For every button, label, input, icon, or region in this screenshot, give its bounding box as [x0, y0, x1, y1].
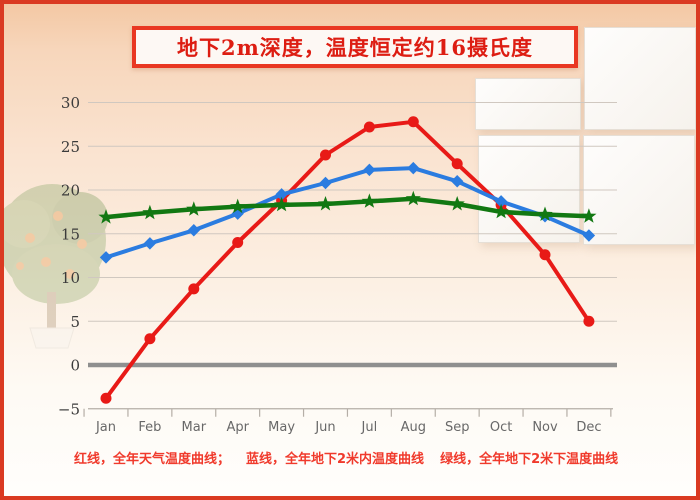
y-axis-label: 10 — [61, 269, 80, 287]
marker-diamond — [99, 251, 113, 264]
legend-item-red: 红线，全年天气温度曲线； — [74, 452, 231, 467]
y-axis-label: 25 — [61, 138, 80, 156]
marker-star — [493, 203, 509, 219]
x-axis-label: Jun — [314, 420, 335, 435]
series-line-red — [104, 119, 591, 401]
y-axis-label: −5 — [58, 400, 80, 418]
marker-diamond — [319, 176, 332, 190]
x-axis-label: Dec — [576, 420, 601, 435]
marker-star — [142, 204, 158, 220]
marker-diamond — [407, 161, 420, 175]
marker-diamond — [143, 237, 157, 250]
marker-star — [98, 209, 114, 224]
x-axis-label: Aug — [401, 420, 426, 435]
y-axis-label: 15 — [61, 225, 80, 243]
x-axis-label: May — [268, 420, 295, 435]
marker-diamond — [187, 224, 200, 237]
marker-circle — [539, 249, 551, 261]
x-axis-label: Oct — [490, 420, 512, 435]
series-line-green — [103, 196, 592, 220]
marker-diamond — [451, 175, 464, 188]
marker-circle — [188, 283, 200, 295]
marker-circle — [363, 121, 375, 133]
legend-item-green: 绿线，全年地下2米下温度曲线 — [440, 452, 619, 467]
photo-frame — [475, 78, 581, 130]
series-line-blue — [104, 166, 591, 260]
marker-circle — [100, 392, 112, 404]
marker-star — [230, 198, 246, 214]
x-axis-label: Feb — [138, 420, 161, 435]
page-title: 地下2m深度，温度恒定约16摄氏度 — [176, 35, 534, 60]
marker-circle — [583, 315, 595, 327]
x-axis-label: Mar — [182, 420, 207, 435]
marker-star — [449, 196, 465, 211]
marker-star — [537, 206, 553, 221]
y-axis-label: 30 — [61, 94, 80, 112]
x-axis-label: Jul — [361, 420, 378, 435]
marker-star — [274, 196, 290, 212]
chart-legend: 红线，全年天气温度曲线； 蓝线，全年地下2米内温度曲线 绿线，全年地下2米下温度… — [74, 448, 618, 467]
marker-diamond — [363, 163, 376, 177]
marker-circle — [144, 333, 156, 345]
tree-image — [0, 184, 108, 349]
title-box: 地下2m深度，温度恒定约16摄氏度 — [132, 26, 578, 68]
marker-diamond — [275, 188, 288, 201]
x-axis-label: Nov — [532, 420, 558, 435]
marker-circle — [451, 158, 463, 170]
marker-circle — [320, 149, 331, 161]
x-axis-label: Apr — [226, 420, 249, 435]
marker-star — [361, 193, 377, 208]
marker-star — [186, 201, 202, 216]
y-axis-label: 5 — [70, 313, 80, 331]
marker-diamond — [582, 229, 596, 242]
marker-star — [317, 196, 334, 211]
legend-item-blue: 蓝线，全年地下2米内温度曲线 — [246, 452, 425, 467]
marker-circle — [407, 116, 419, 128]
marker-star — [405, 190, 421, 206]
x-axis-label: Sep — [445, 420, 470, 435]
marker-star — [581, 208, 597, 223]
y-axis-label: 20 — [61, 182, 80, 200]
photo-frame — [584, 27, 696, 130]
marker-circle — [232, 237, 244, 248]
x-axis-label: Jan — [95, 420, 116, 435]
y-axis-label: 0 — [70, 357, 80, 375]
marker-diamond — [494, 195, 508, 208]
